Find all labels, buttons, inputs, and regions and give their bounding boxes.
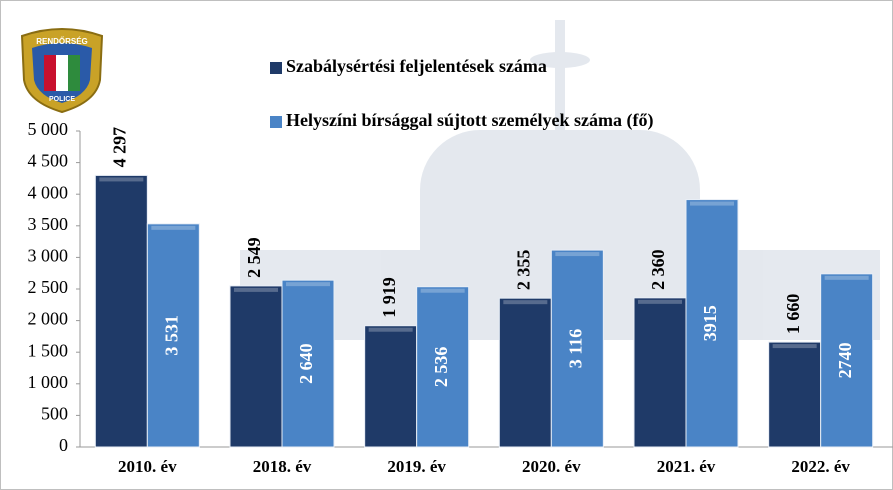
bar-highlight: [99, 177, 144, 182]
bar: [364, 325, 418, 448]
x-tick-label: 2020. év: [522, 457, 581, 476]
y-tick-label: 3 500: [28, 214, 69, 234]
y-tick-label: 500: [41, 404, 68, 424]
legend-label: Helyszíni bírsággal sújtott személyek sz…: [286, 110, 653, 131]
value-label: 2 640: [296, 343, 316, 384]
bar: [146, 223, 200, 448]
bar: [281, 279, 335, 448]
bar-highlight: [286, 282, 330, 287]
legend-swatch: [270, 62, 282, 74]
y-tick-label: 0: [59, 435, 68, 455]
bar: [633, 297, 687, 448]
bar: [768, 341, 822, 448]
bar-highlight: [503, 300, 548, 305]
value-label: 2 549: [244, 237, 264, 278]
legend-label: Szabálysértési feljelentések száma: [286, 56, 547, 76]
bar-highlight: [772, 344, 817, 349]
logo-stripe: [44, 55, 56, 91]
y-tick-label: 2 000: [28, 309, 69, 329]
y-tick-label: 3 000: [28, 246, 69, 266]
bar: [229, 285, 283, 448]
bar-highlight: [638, 299, 682, 304]
x-tick-label: 2021. év: [657, 457, 716, 476]
x-tick-label: 2018. év: [253, 457, 312, 476]
bar-highlight: [555, 252, 600, 257]
logo-text: RENDŐRSÉG: [36, 37, 88, 46]
logo-stripe: [68, 55, 80, 91]
logo-text: POLICE: [49, 96, 75, 103]
y-tick-label: 2 500: [28, 277, 69, 297]
bar-highlight: [420, 288, 465, 293]
value-label: 2 355: [513, 250, 533, 291]
x-tick-label: 2022. év: [791, 457, 850, 476]
logo: RENDŐRSÉG POLICE: [20, 28, 104, 114]
value-label: 1 919: [379, 277, 399, 318]
value-label: 3 116: [565, 329, 585, 369]
value-label: 2 536: [431, 347, 451, 388]
value-label: 3 531: [161, 315, 181, 356]
bar: [685, 199, 739, 448]
value-label: 3915: [700, 305, 720, 341]
value-label: 2 360: [648, 249, 668, 290]
tower: [555, 20, 565, 140]
bar-highlight: [151, 225, 196, 230]
bar: [416, 286, 470, 448]
y-tick-label: 4 000: [28, 182, 69, 202]
legend-swatch: [270, 116, 282, 128]
bar-highlight: [368, 327, 413, 332]
y-tick-label: 1 000: [28, 372, 69, 392]
bar: [94, 174, 148, 448]
bar: [820, 273, 874, 448]
x-tick-label: 2010. év: [118, 457, 177, 476]
logo-stripe: [56, 55, 68, 91]
bar-highlight: [690, 201, 734, 206]
bar-highlight: [824, 275, 869, 280]
x-tick-label: 2019. év: [387, 457, 446, 476]
value-label: 2740: [835, 342, 855, 378]
value-label: 4 297: [109, 127, 129, 168]
y-tick-label: 5 000: [28, 119, 69, 139]
y-tick-label: 4 500: [28, 151, 69, 171]
bar: [498, 297, 552, 448]
tower-ring: [530, 52, 590, 68]
value-label: 1 660: [783, 294, 803, 335]
bar: [550, 249, 604, 448]
y-tick-label: 1 500: [28, 340, 69, 360]
bar-highlight: [234, 287, 278, 292]
building: [420, 130, 700, 330]
